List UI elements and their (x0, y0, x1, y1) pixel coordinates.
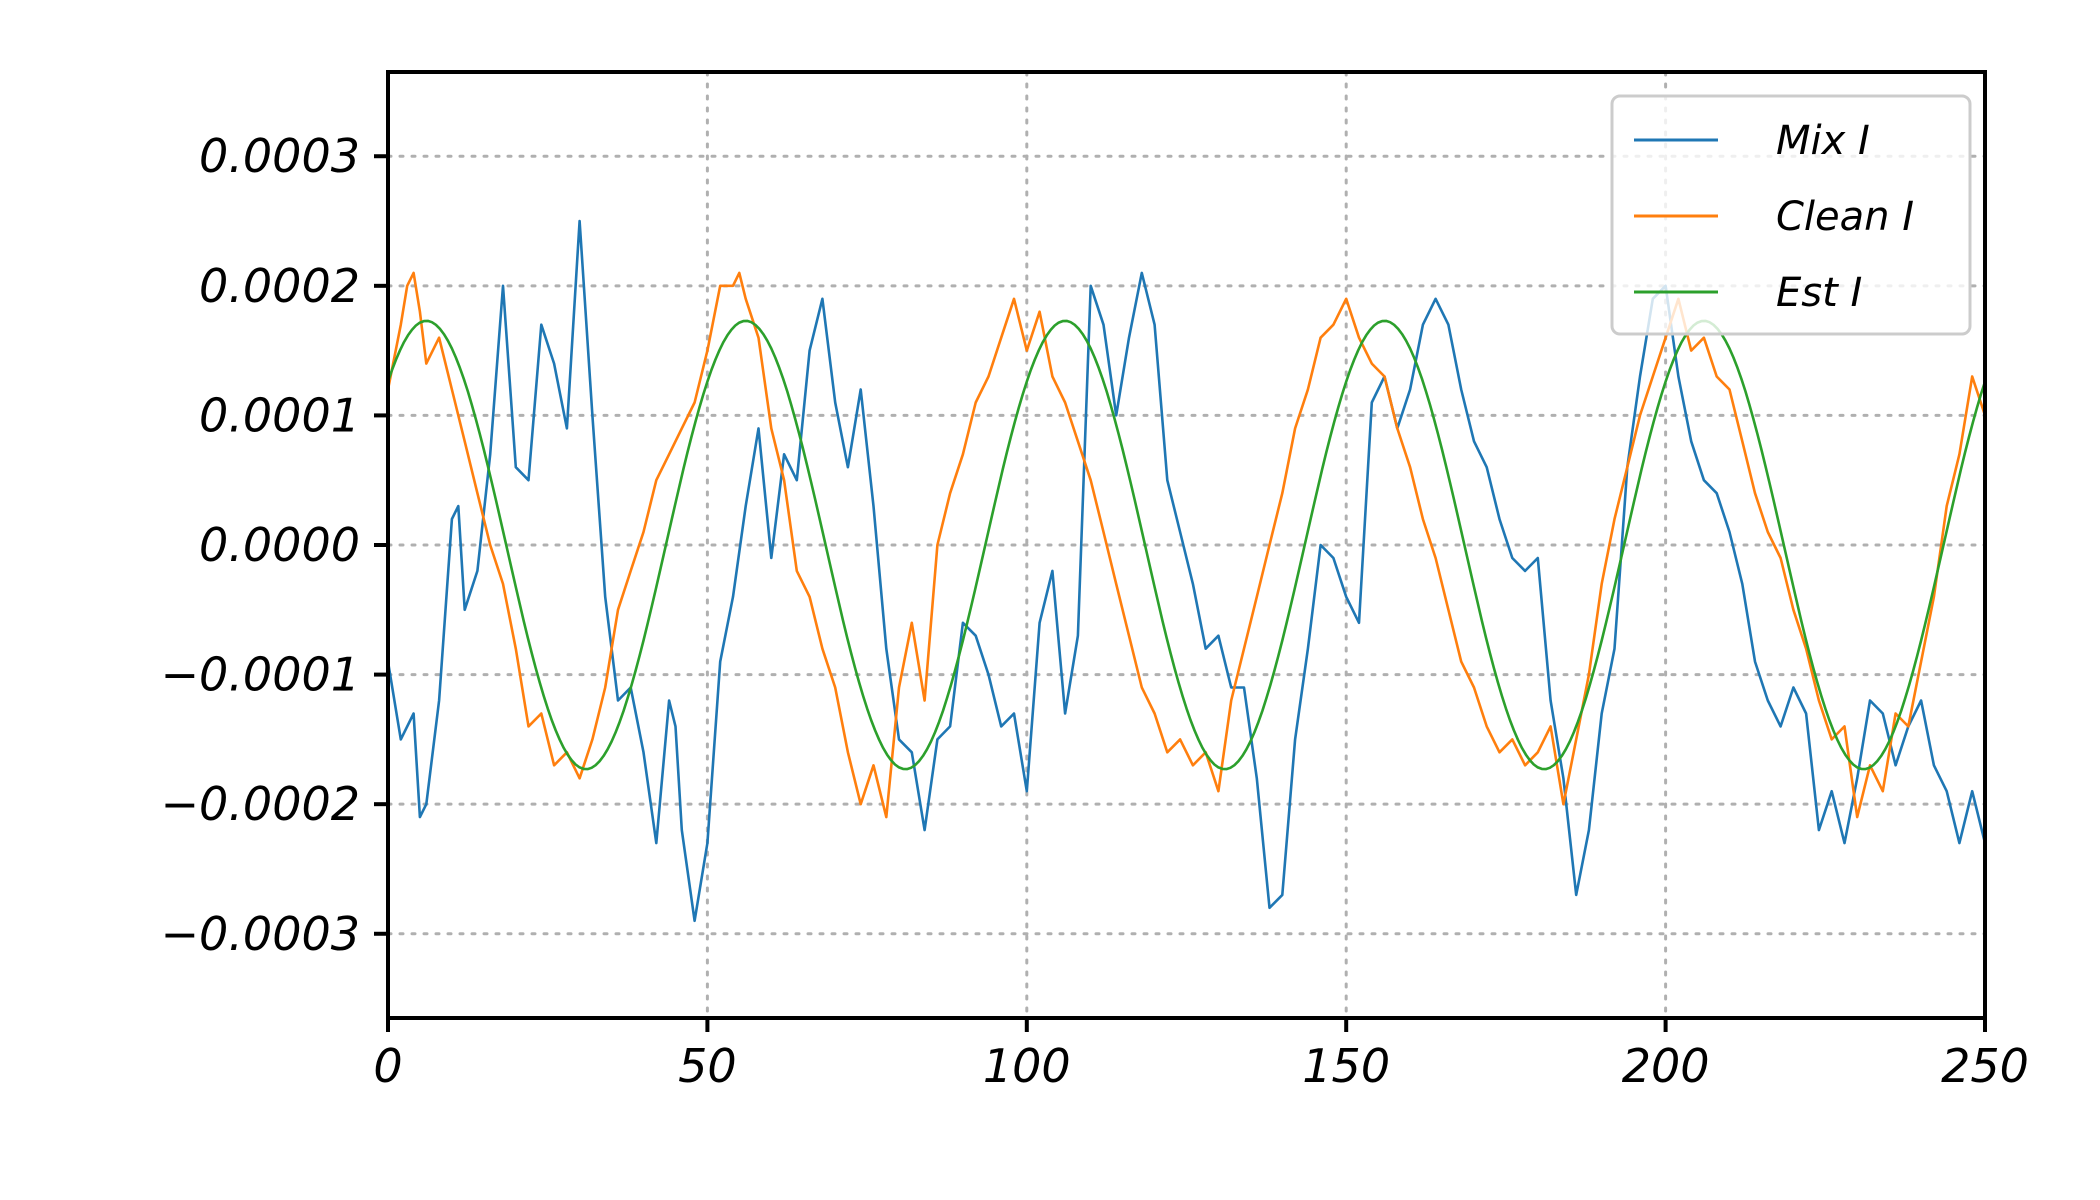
y-tick-label: 0.0000 (199, 518, 360, 572)
axis-ticks: 0 50 100 150 200 250 −0.0003 −0.0002 −0.0001 0.00… (161, 129, 2029, 1093)
series-line-mix-i (388, 219, 1985, 923)
x-tick-label: 50 (678, 1039, 737, 1093)
y-tick-label: 0.0003 (199, 129, 360, 183)
legend-label: Est I (1776, 270, 1862, 316)
x-tick-label: 100 (983, 1039, 1071, 1093)
x-tick-label: 250 (1941, 1039, 2029, 1093)
y-tick-label: 0.0002 (199, 259, 360, 313)
legend-label: Clean I (1776, 194, 1914, 240)
legend: Mix I Clean I Est I (1610, 94, 1972, 336)
y-tick-label: 0.0001 (199, 388, 360, 442)
x-tick-label: 150 (1302, 1039, 1390, 1093)
legend-label: Mix I (1776, 118, 1870, 164)
series-line-clean-i (388, 271, 1985, 819)
y-tick-label: −0.0001 (161, 648, 361, 702)
x-tick-label: 0 (373, 1039, 402, 1093)
y-tick-label: −0.0003 (161, 907, 361, 961)
y-tick-label: −0.0002 (161, 777, 361, 831)
x-tick-label: 200 (1622, 1039, 1710, 1093)
legend-box (1610, 94, 1972, 336)
